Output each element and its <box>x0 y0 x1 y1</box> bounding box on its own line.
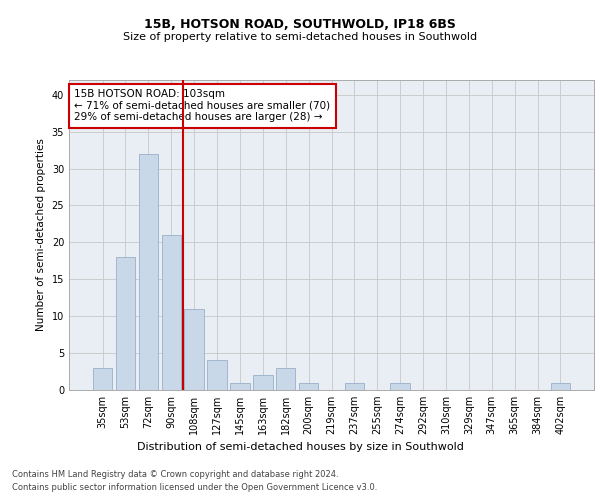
Bar <box>230 382 250 390</box>
Text: Contains HM Land Registry data © Crown copyright and database right 2024.: Contains HM Land Registry data © Crown c… <box>12 470 338 479</box>
Bar <box>344 382 364 390</box>
Bar <box>551 382 570 390</box>
Bar <box>299 382 319 390</box>
Bar <box>253 375 272 390</box>
Bar <box>161 235 181 390</box>
Text: Contains public sector information licensed under the Open Government Licence v3: Contains public sector information licen… <box>12 482 377 492</box>
Text: 15B HOTSON ROAD: 103sqm
← 71% of semi-detached houses are smaller (70)
29% of se: 15B HOTSON ROAD: 103sqm ← 71% of semi-de… <box>74 90 331 122</box>
Text: 15B, HOTSON ROAD, SOUTHWOLD, IP18 6BS: 15B, HOTSON ROAD, SOUTHWOLD, IP18 6BS <box>144 18 456 30</box>
Text: Size of property relative to semi-detached houses in Southwold: Size of property relative to semi-detach… <box>123 32 477 42</box>
Text: Distribution of semi-detached houses by size in Southwold: Distribution of semi-detached houses by … <box>137 442 463 452</box>
Bar <box>391 382 410 390</box>
Bar <box>184 309 204 390</box>
Bar <box>139 154 158 390</box>
Bar <box>208 360 227 390</box>
Bar <box>276 368 295 390</box>
Bar <box>116 257 135 390</box>
Bar <box>93 368 112 390</box>
Y-axis label: Number of semi-detached properties: Number of semi-detached properties <box>36 138 46 332</box>
